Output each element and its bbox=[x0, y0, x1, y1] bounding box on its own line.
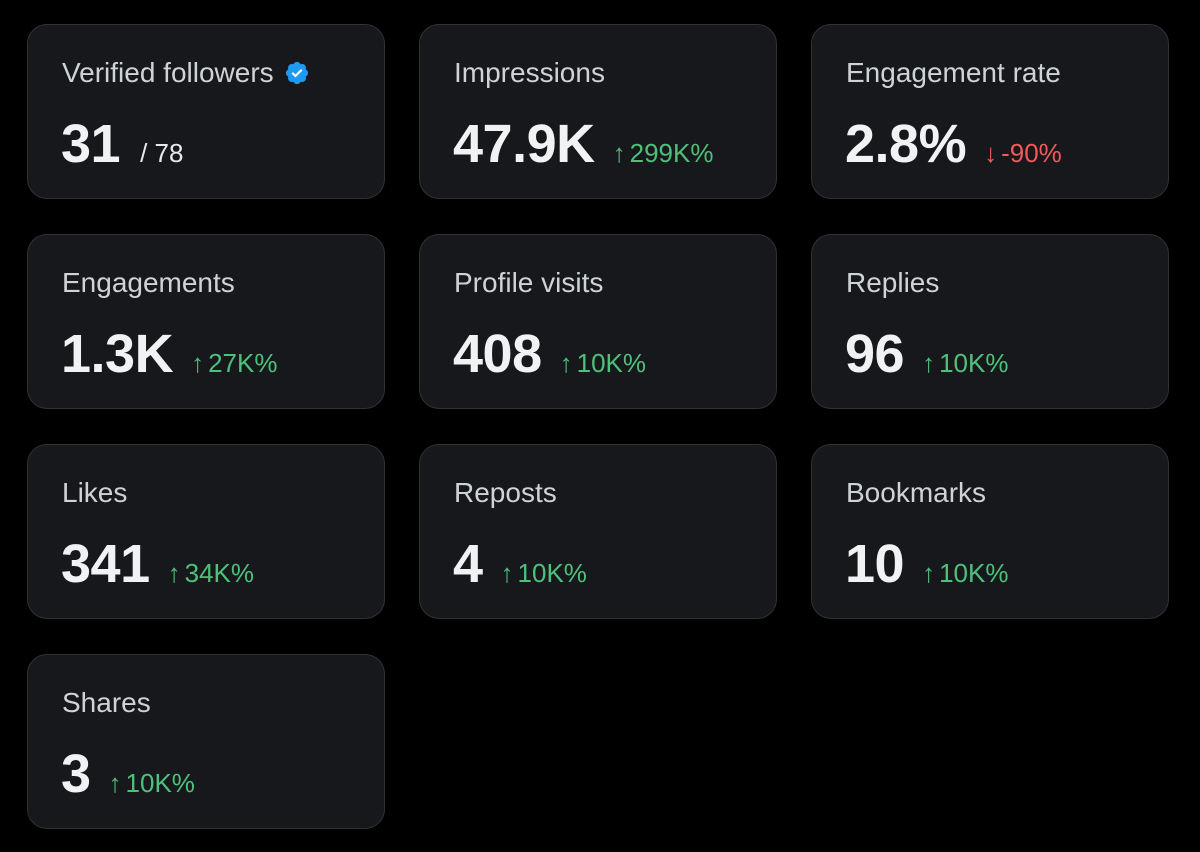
card-label: Replies bbox=[846, 267, 940, 298]
arrow-up-icon: ↑ bbox=[500, 558, 514, 588]
value-row: 10 ↑ 10K% bbox=[845, 533, 1008, 595]
card-profile-visits[interactable]: Profile visits 408 ↑ 10K% bbox=[419, 234, 777, 409]
card-verified-followers[interactable]: Verified followers 31 / 78 bbox=[27, 24, 385, 199]
change-value: 10K% bbox=[939, 348, 1009, 378]
metric-change: ↑ 10K% bbox=[501, 558, 587, 589]
metric-change: ↑ 10K% bbox=[560, 348, 646, 379]
metric-change: ↑ 299K% bbox=[613, 138, 714, 169]
change-value: 10K% bbox=[576, 348, 646, 378]
metric-value: 1.3K bbox=[61, 324, 174, 384]
change-value: 34K% bbox=[184, 558, 254, 588]
arrow-up-icon: ↑ bbox=[108, 768, 122, 798]
change-value: 299K% bbox=[629, 138, 714, 168]
metric-change: ↑ 10K% bbox=[109, 768, 195, 799]
card-label: Impressions bbox=[454, 57, 605, 88]
value-row: 47.9K ↑ 299K% bbox=[453, 113, 713, 175]
arrow-up-icon: ↑ bbox=[922, 348, 936, 378]
metric-change: ↑ 27K% bbox=[191, 348, 277, 379]
arrow-up-icon: ↑ bbox=[612, 138, 626, 168]
change-value: 10K% bbox=[125, 768, 195, 798]
metric-change: ↓ -90% bbox=[984, 138, 1062, 169]
metric-value: 2.8% bbox=[845, 114, 967, 174]
metric-total: / 78 bbox=[140, 138, 184, 168]
card-engagements[interactable]: Engagements 1.3K ↑ 27K% bbox=[27, 234, 385, 409]
card-label: Likes bbox=[62, 477, 128, 508]
verified-badge-icon bbox=[285, 61, 308, 85]
card-label: Verified followers bbox=[62, 57, 310, 89]
card-label: Engagements bbox=[62, 267, 235, 298]
metric-value: 408 bbox=[453, 324, 542, 384]
value-row: 341 ↑ 34K% bbox=[61, 533, 254, 595]
metric-value: 4 bbox=[453, 534, 483, 594]
card-label: Reposts bbox=[454, 477, 557, 508]
card-label: Shares bbox=[62, 687, 151, 718]
card-label: Engagement rate bbox=[846, 57, 1061, 88]
card-impressions[interactable]: Impressions 47.9K ↑ 299K% bbox=[419, 24, 777, 199]
metric-change: ↑ 34K% bbox=[168, 558, 254, 589]
change-value: 10K% bbox=[517, 558, 587, 588]
metric-value: 10 bbox=[845, 534, 905, 594]
value-row: 2.8% ↓ -90% bbox=[845, 113, 1062, 175]
change-value: -90% bbox=[1001, 138, 1062, 168]
card-label: Profile visits bbox=[454, 267, 604, 298]
card-label-text: Verified followers bbox=[62, 57, 274, 88]
change-value: 27K% bbox=[208, 348, 278, 378]
arrow-up-icon: ↑ bbox=[559, 348, 573, 378]
value-row: 31 / 78 bbox=[61, 113, 183, 175]
card-bookmarks[interactable]: Bookmarks 10 ↑ 10K% bbox=[811, 444, 1169, 619]
card-likes[interactable]: Likes 341 ↑ 34K% bbox=[27, 444, 385, 619]
value-row: 408 ↑ 10K% bbox=[453, 323, 646, 385]
value-row: 3 ↑ 10K% bbox=[61, 743, 195, 805]
card-engagement-rate[interactable]: Engagement rate 2.8% ↓ -90% bbox=[811, 24, 1169, 199]
card-shares[interactable]: Shares 3 ↑ 10K% bbox=[27, 654, 385, 829]
value-row: 4 ↑ 10K% bbox=[453, 533, 587, 595]
card-reposts[interactable]: Reposts 4 ↑ 10K% bbox=[419, 444, 777, 619]
change-value: 10K% bbox=[939, 558, 1009, 588]
arrow-up-icon: ↑ bbox=[191, 348, 205, 378]
metric-change: ↑ 10K% bbox=[922, 348, 1008, 379]
metric-value: 96 bbox=[845, 324, 905, 384]
metric-value: 31 bbox=[61, 114, 121, 174]
card-replies[interactable]: Replies 96 ↑ 10K% bbox=[811, 234, 1169, 409]
metric-value: 3 bbox=[61, 744, 91, 804]
metric-value: 341 bbox=[61, 534, 150, 594]
value-row: 96 ↑ 10K% bbox=[845, 323, 1008, 385]
arrow-up-icon: ↑ bbox=[167, 558, 181, 588]
arrow-up-icon: ↑ bbox=[922, 558, 936, 588]
metric-value: 47.9K bbox=[453, 114, 595, 174]
metric-change: ↑ 10K% bbox=[922, 558, 1008, 589]
card-label: Bookmarks bbox=[846, 477, 987, 508]
arrow-down-icon: ↓ bbox=[984, 138, 998, 168]
value-row: 1.3K ↑ 27K% bbox=[61, 323, 277, 385]
